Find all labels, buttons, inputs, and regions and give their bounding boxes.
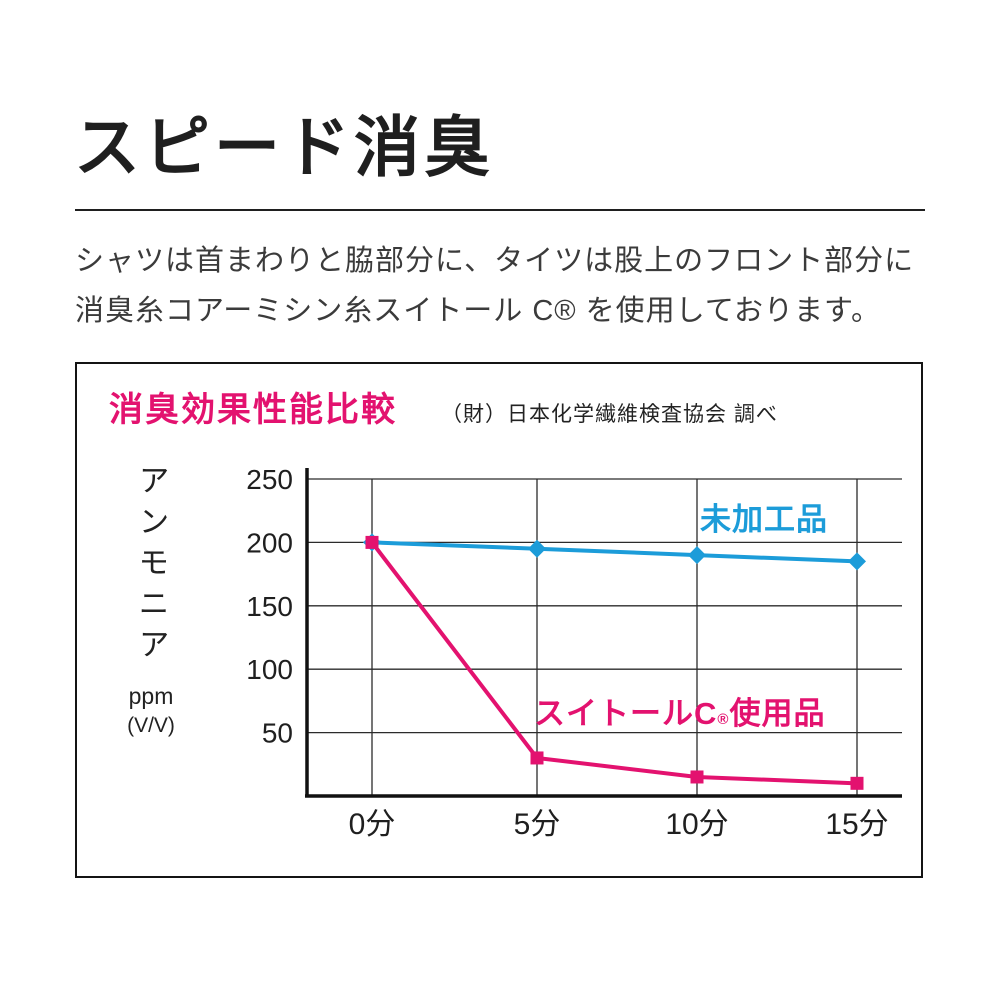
description-text: シャツは首まわりと脇部分に、タイツは股上のフロント部分に 消臭糸コアーミシン糸スイ… [75, 236, 914, 336]
square-marker [690, 770, 704, 784]
series-label-treated-prefix: スイトールC [534, 696, 718, 731]
line-chart: 50 100 150 200 250 0分 5分 10分 15分 [246, 464, 902, 841]
square-marker [365, 535, 379, 549]
diamond-marker [688, 546, 706, 565]
page-title: スピード消臭 [74, 112, 494, 185]
y-axis-label: アンモニア [133, 464, 169, 669]
y-axis-unit-vv: (V/V) [127, 714, 175, 737]
y-tick-label: 150 [246, 591, 293, 622]
y-tick-label: 250 [246, 464, 293, 495]
series-label-treated-suffix: 使用品 [729, 696, 826, 731]
y-tick-label: 100 [246, 654, 293, 685]
series-line-1 [370, 541, 858, 786]
square-marker [850, 776, 864, 790]
x-tick-label: 10分 [665, 808, 728, 841]
y-tick-label: 50 [262, 718, 293, 749]
series-label-untreated: 未加工品 [700, 502, 828, 537]
y-axis-unit-ppm: ppm [128, 683, 174, 709]
chart-panel: 消臭効果性能比較 （財）日本化学繊維検査協会 調べ アンモニア ppm (V/V… [75, 362, 923, 878]
x-tick-label: 5分 [514, 808, 561, 841]
diamond-marker [528, 539, 546, 558]
title-divider [75, 209, 925, 211]
chart-header: 消臭効果性能比較 （財）日本化学繊維検査協会 調べ [109, 382, 778, 431]
description-line-1: シャツは首まわりと脇部分に、タイツは股上のフロント部分に [75, 245, 915, 277]
y-axis-label-block: アンモニア ppm (V/V) [97, 464, 205, 738]
square-marker [530, 751, 544, 765]
y-tick-label: 200 [246, 527, 293, 558]
diamond-marker [848, 552, 866, 571]
registered-mark: ® [717, 711, 730, 728]
series-line-0 [371, 540, 858, 564]
description-line-2: 消臭糸コアーミシン糸スイトール C® を使用しております。 [75, 295, 882, 327]
x-tick-label: 15分 [825, 808, 888, 841]
x-tick-label: 0分 [349, 808, 396, 841]
chart-source-note: （財）日本化学繊維検査協会 調べ [441, 403, 778, 426]
chart-title: 消臭効果性能比較 [109, 391, 397, 429]
series-label-treated: スイトールC®使用品 [534, 688, 825, 733]
